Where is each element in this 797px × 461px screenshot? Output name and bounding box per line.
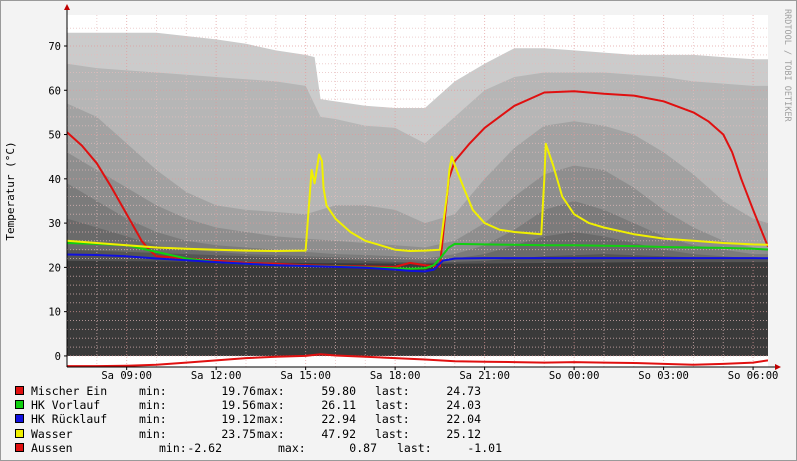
- legend-row: HK Rücklauf min: 19.12 max: 22.94 last: 22.04: [15, 412, 715, 426]
- legend-max-label: max:: [278, 440, 306, 455]
- legend-row: Aussen min: -2.62 max: 0.87 last: -1.01: [15, 441, 715, 455]
- y-tick-label: 70: [48, 41, 61, 53]
- x-tick-label: Sa 21:00: [459, 370, 510, 381]
- legend-row: Mischer Ein min: 19.76 max: 59.80 last: 24.73: [15, 384, 715, 398]
- legend-min: 23.75: [221, 426, 256, 441]
- legend-max: 26.11: [321, 398, 356, 413]
- legend-last-label: last:: [397, 440, 432, 455]
- watermark: RRDTOOL / TOBI OETIKER: [782, 9, 792, 122]
- legend-min: 19.12: [221, 412, 256, 427]
- y-axis-label: Temperatur (°C): [4, 141, 17, 240]
- y-tick-label: 30: [48, 218, 61, 230]
- x-tick-label: So 00:00: [549, 370, 600, 381]
- series-line-wasser: [67, 142, 768, 252]
- series-line-aussen: [67, 353, 768, 367]
- legend-min: 19.56: [221, 398, 256, 413]
- legend-last: 25.12: [446, 426, 481, 441]
- legend-last-label: last:: [375, 426, 410, 441]
- legend-min-label: min:: [159, 440, 187, 455]
- legend-last-label: last:: [375, 398, 410, 413]
- legend-name: Wasser: [31, 426, 73, 441]
- legend: Mischer Ein min: 19.76 max: 59.80 last: 24.73 H…: [15, 384, 715, 455]
- x-tick-label: So 03:00: [638, 370, 689, 381]
- legend-name: HK Rücklauf: [31, 412, 108, 427]
- legend-last: 24.03: [446, 398, 481, 413]
- legend-max-label: max:: [257, 412, 285, 427]
- legend-row: Wasser min: 23.75 max: 47.92 last: 25.12: [15, 427, 715, 441]
- legend-last: -1.01: [467, 440, 502, 455]
- x-tick-label: Sa 18:00: [370, 370, 421, 381]
- y-tick-label: 20: [48, 262, 61, 274]
- legend-min-label: min:: [139, 412, 167, 427]
- y-axis-arrow: [64, 4, 70, 10]
- legend-name: Mischer Ein: [31, 384, 108, 398]
- legend-min-label: min:: [139, 384, 167, 398]
- legend-swatch: [15, 428, 24, 438]
- legend-swatch: [15, 400, 24, 410]
- legend-last: 22.04: [446, 412, 481, 427]
- legend-max-label: max:: [257, 398, 285, 413]
- legend-max: 0.87: [349, 440, 377, 455]
- legend-name: HK Vorlauf: [31, 398, 101, 413]
- legend-min-label: min:: [139, 398, 167, 413]
- series-line-mischer-ein: [67, 90, 768, 268]
- legend-max: 47.92: [321, 426, 356, 441]
- legend-swatch: [15, 442, 24, 452]
- x-tick-label: Sa 12:00: [191, 370, 242, 381]
- legend-row: HK Vorlauf min: 19.56 max: 26.11 last: 24.03: [15, 398, 715, 412]
- legend-swatch: [15, 386, 24, 395]
- legend-name: Aussen: [31, 440, 73, 455]
- y-tick-label: 10: [48, 307, 61, 319]
- legend-max: 59.80: [321, 384, 356, 398]
- legend-last-label: last:: [375, 412, 410, 427]
- legend-max: 22.94: [321, 412, 356, 427]
- legend-max-label: max:: [257, 384, 285, 398]
- temperature-chart: 0 10 20 30 40 50 60 70 Sa 09:00 Sa 12:00 Sa 15:00 S…: [4, 4, 792, 381]
- y-tick-label: 0: [55, 351, 61, 363]
- legend-last-label: last:: [375, 384, 410, 398]
- legend-min: -2.62: [187, 440, 222, 455]
- y-tick-label: 50: [48, 130, 61, 142]
- series-line-hk-r-cklauf: [67, 253, 768, 273]
- y-tick-label: 40: [48, 174, 61, 186]
- x-axis-arrow: [775, 364, 781, 370]
- legend-swatch: [15, 414, 24, 424]
- y-tick-label: 60: [48, 85, 61, 97]
- legend-min-label: min:: [139, 426, 167, 441]
- legend-last: 24.73: [446, 384, 481, 398]
- band-8: [67, 260, 768, 356]
- x-tick-label: Sa 15:00: [280, 370, 331, 381]
- legend-max-label: max:: [257, 426, 285, 441]
- x-tick-label: So 06:00: [728, 370, 779, 381]
- legend-min: 19.76: [221, 384, 256, 398]
- x-tick-label: Sa 09:00: [101, 370, 152, 381]
